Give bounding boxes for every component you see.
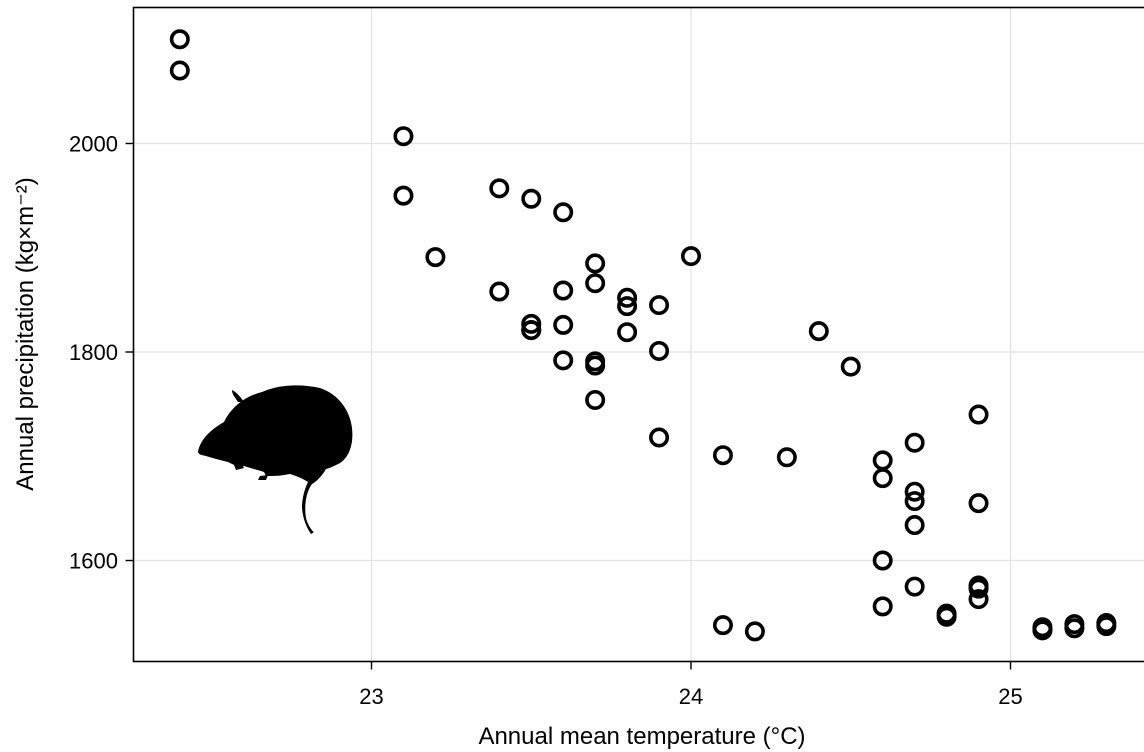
data-point — [393, 185, 414, 206]
data-point — [553, 314, 574, 335]
y-tick-label: 2000 — [69, 132, 118, 157]
data-point — [553, 280, 574, 301]
data-point — [521, 320, 542, 341]
data-point — [425, 247, 446, 268]
data-point — [585, 253, 606, 274]
y-tick-label: 1800 — [69, 340, 118, 365]
data-point — [649, 340, 670, 361]
x-axis-ticks: 23 24 25 — [359, 661, 1023, 709]
data-point — [872, 468, 893, 489]
y-axis-title: Annual precipitation (kg×m⁻²) — [12, 177, 39, 490]
data-point — [553, 350, 574, 371]
data-point — [712, 615, 733, 636]
data-point — [617, 287, 638, 308]
plot-frame — [132, 6, 1144, 663]
data-point — [169, 60, 190, 81]
data-point — [169, 29, 190, 50]
data-point — [489, 178, 510, 199]
y-axis-ticks: 1600 1800 2000 — [69, 132, 134, 574]
data-point — [968, 589, 989, 610]
x-tick-label: 24 — [679, 684, 703, 709]
x-tick-label: 23 — [359, 684, 383, 709]
data-point — [585, 273, 606, 294]
data-point — [904, 491, 925, 512]
data-point — [489, 281, 510, 302]
data-point — [904, 576, 925, 597]
data-point — [617, 296, 638, 317]
data-point — [553, 202, 574, 223]
data-point — [1064, 618, 1085, 639]
data-point — [1096, 616, 1117, 637]
data-point — [904, 432, 925, 453]
data-point — [968, 404, 989, 425]
x-tick-label: 25 — [998, 684, 1022, 709]
data-point — [521, 313, 542, 334]
data-point — [1032, 620, 1053, 641]
data-point — [585, 355, 606, 376]
data-point — [808, 321, 829, 342]
data-point — [968, 493, 989, 514]
grid-lines — [133, 7, 1144, 662]
x-axis-title: Annual mean temperature (°C) — [478, 723, 805, 750]
data-point — [872, 550, 893, 571]
data-point — [649, 427, 670, 448]
rodent-silhouette-icon — [198, 385, 353, 534]
data-point — [680, 246, 701, 267]
data-point — [649, 295, 670, 316]
data-point — [840, 356, 861, 377]
data-points — [169, 29, 1117, 642]
data-point — [936, 606, 957, 627]
data-point — [776, 447, 797, 468]
data-point — [585, 389, 606, 410]
y-tick-label: 1600 — [69, 549, 118, 574]
data-point — [521, 188, 542, 209]
data-point — [712, 445, 733, 466]
data-point — [872, 450, 893, 471]
data-point — [968, 578, 989, 599]
data-point — [904, 481, 925, 502]
data-point — [617, 322, 638, 343]
data-point — [904, 515, 925, 536]
data-point — [872, 596, 893, 617]
data-point — [393, 126, 414, 147]
data-point — [744, 621, 765, 642]
